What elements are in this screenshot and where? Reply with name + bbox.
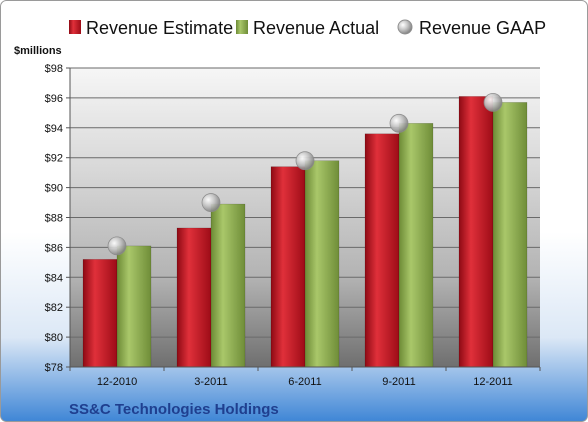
x-tick-label: 12-2010 <box>97 376 137 388</box>
marker-revenue-gaap <box>389 113 409 133</box>
y-tick-label: $98 <box>45 63 63 75</box>
y-tick-label: $90 <box>45 183 63 195</box>
marker-revenue-gaap <box>107 236 127 256</box>
x-tick-label: 9-2011 <box>382 376 415 388</box>
legend-swatch-estimate <box>69 20 81 34</box>
y-tick-label: $78 <box>45 362 63 374</box>
y-axis-ticks: $78 $80 $82 $84 $86 $88 $90 $92 $94 $96 $98 <box>45 63 70 374</box>
x-tick-label: 3-2011 <box>194 376 227 388</box>
bar-revenue-estimate <box>82 259 118 368</box>
bar-revenue-actual <box>398 123 434 368</box>
legend-item-gaap: Revenue GAAP <box>397 18 546 38</box>
marker-revenue-gaap <box>483 92 503 112</box>
legend-label-gaap: Revenue GAAP <box>419 18 546 38</box>
legend-marker-gaap <box>397 19 413 35</box>
marker-revenue-gaap <box>295 151 315 171</box>
legend-item-estimate: Revenue Estimate <box>69 18 233 38</box>
bar-revenue-actual <box>304 160 340 368</box>
legend-swatch-actual <box>236 20 248 34</box>
bar-revenue-actual <box>492 102 528 368</box>
y-tick-label: $96 <box>45 93 63 105</box>
bars <box>82 96 528 368</box>
legend-item-actual: Revenue Actual <box>236 18 379 38</box>
y-tick-label: $92 <box>45 153 63 165</box>
x-tick-label: 12-2011 <box>473 376 513 388</box>
company-name: SS&C Technologies Holdings <box>69 401 279 418</box>
y-tick-label: $94 <box>45 123 63 135</box>
legend-label-actual: Revenue Actual <box>253 18 379 38</box>
bar-revenue-estimate <box>270 166 306 368</box>
bar-revenue-estimate <box>176 227 212 368</box>
marker-revenue-gaap <box>201 193 221 212</box>
legend-label-estimate: Revenue Estimate <box>86 18 233 38</box>
y-tick-label: $80 <box>45 332 63 344</box>
bar-revenue-estimate <box>458 96 494 368</box>
legend: Revenue Estimate Revenue Actual Revenue … <box>69 18 546 38</box>
bar-revenue-actual <box>116 245 152 368</box>
y-tick-label: $84 <box>45 272 63 284</box>
y-tick-label: $82 <box>45 302 63 314</box>
x-axis-ticks: 12-2010 3-2011 6-2011 9-2011 12-2011 <box>69 367 541 388</box>
bar-revenue-actual <box>210 203 246 368</box>
x-tick-label: 6-2011 <box>288 376 321 388</box>
bar-revenue-estimate <box>364 133 400 368</box>
y-tick-label: $86 <box>45 242 63 254</box>
y-axis-unit-label: $millions <box>14 45 62 57</box>
y-tick-label: $88 <box>45 213 63 225</box>
gaap-markers <box>107 92 503 256</box>
